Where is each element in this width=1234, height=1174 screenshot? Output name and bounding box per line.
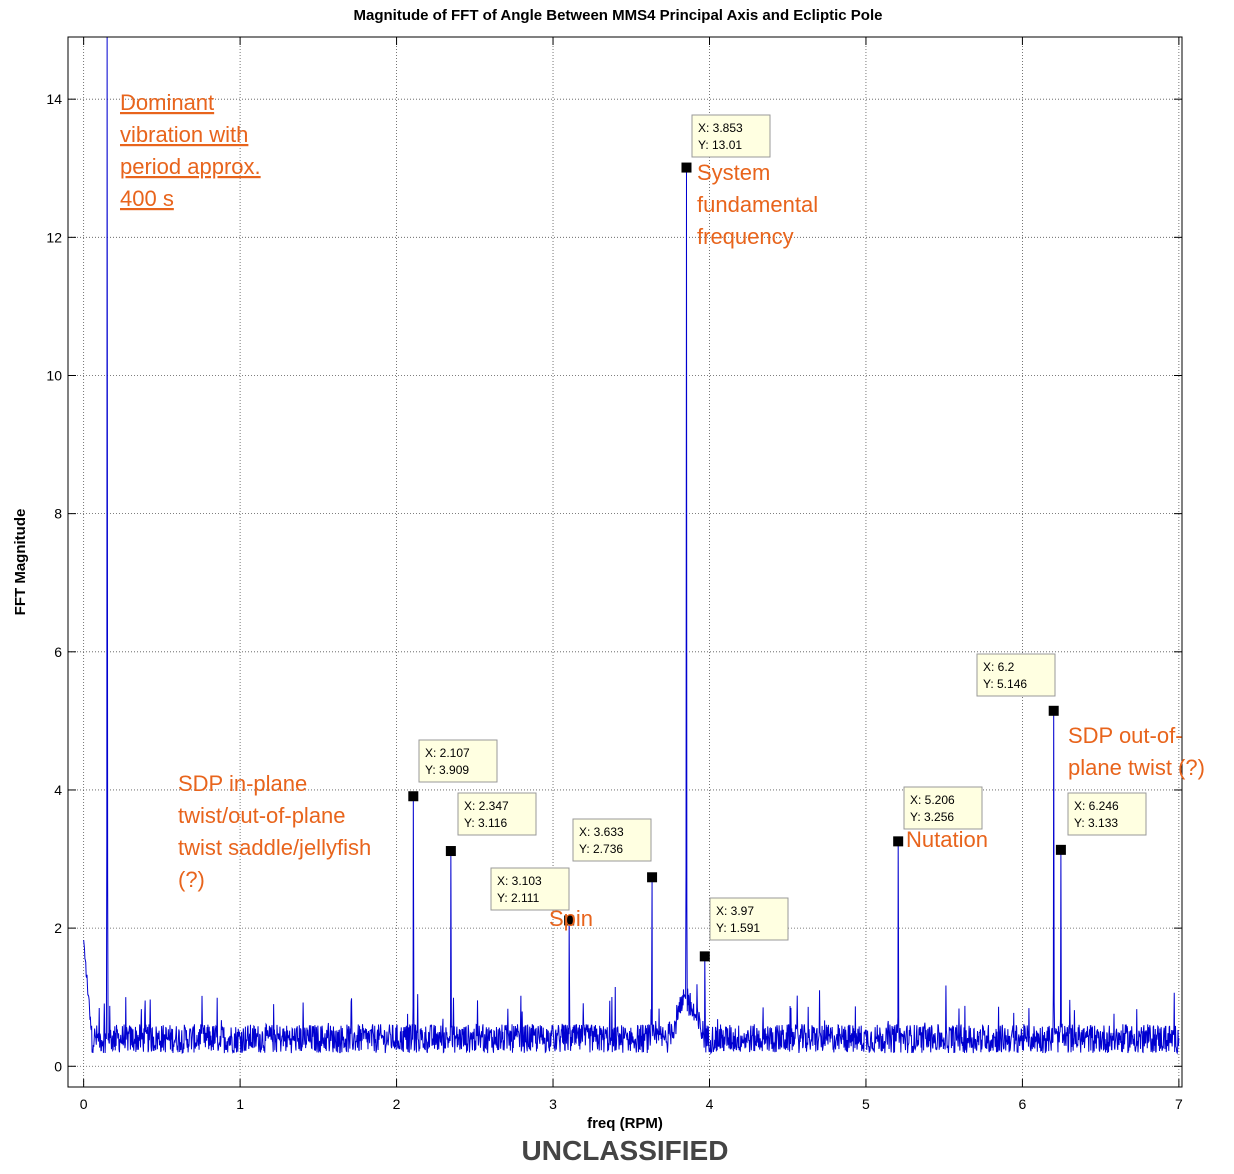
datatip-box <box>903 786 983 830</box>
annotation-line: plane twist (?) <box>1068 755 1205 780</box>
datatip: X: 6.246 Y: 3.133 <box>1055 792 1147 855</box>
datatip-box <box>691 114 771 158</box>
datatip-y: Y: 3.256 <box>910 810 954 824</box>
x-tick-label: 5 <box>862 1096 870 1112</box>
datatip-box <box>709 897 789 941</box>
datatip-x: X: 3.97 <box>716 904 754 918</box>
x-tick-label: 6 <box>1019 1096 1027 1112</box>
datatip-x: X: 3.853 <box>698 121 743 135</box>
datatip: X: 5.206 Y: 3.256 <box>893 786 983 847</box>
datatip-box <box>418 739 498 783</box>
datatip-x: X: 3.103 <box>497 874 542 888</box>
y-tick-label: 14 <box>46 91 62 107</box>
datatip-marker <box>1055 844 1066 855</box>
datatip-y: Y: 1.591 <box>716 921 760 935</box>
annotation: Nutation <box>906 827 988 852</box>
datatip-y: Y: 13.01 <box>698 138 742 152</box>
annotation-line: twist saddle/jellyfish <box>178 835 371 860</box>
tick-marks <box>68 37 1182 1087</box>
x-tick-label: 1 <box>236 1096 244 1112</box>
annotation-line: (?) <box>178 867 205 892</box>
datatip-marker <box>408 791 419 802</box>
annotation: Dominant vibration with period approx. 400 … <box>120 90 261 211</box>
annotation-line: frequency <box>697 224 794 249</box>
datatip-marker <box>681 162 692 173</box>
y-tick-label: 2 <box>54 920 62 936</box>
grid-lines <box>68 37 1182 1087</box>
annotation: System fundamental frequency <box>697 160 818 249</box>
annotation-line: SDP out-of- <box>1068 723 1183 748</box>
datatip-marker <box>893 836 904 847</box>
datatip-y: Y: 2.111 <box>497 891 540 905</box>
datatip-x: X: 5.206 <box>910 793 955 807</box>
plot-frame <box>67 36 1183 1088</box>
datatip-box <box>572 818 652 862</box>
series-group <box>83 36 1180 1055</box>
x-tick-label: 7 <box>1175 1096 1183 1112</box>
datatip-x: X: 3.633 <box>579 825 624 839</box>
datatip-marker <box>647 872 658 883</box>
y-tick-label: 12 <box>46 229 62 245</box>
annotations: Dominant vibration with period approx. 400 … <box>120 90 1205 931</box>
y-axis-label: FFT Magnitude <box>12 509 29 616</box>
datatip-y: Y: 2.736 <box>579 842 623 856</box>
annotation-line: System <box>697 160 770 185</box>
datatip-marker <box>1048 705 1059 716</box>
x-tick-label: 0 <box>80 1096 88 1112</box>
annotation-line: period approx. <box>120 154 261 179</box>
y-tick-label: 0 <box>54 1058 62 1074</box>
datatip: X: 3.97 Y: 1.591 <box>699 897 789 962</box>
datatip-y: Y: 5.146 <box>983 677 1027 691</box>
y-tick-label: 8 <box>54 506 62 522</box>
datatip-marker <box>564 915 575 926</box>
datatip-box <box>490 867 570 911</box>
datatip: X: 3.853 Y: 13.01 <box>681 114 771 173</box>
datatip-x: X: 6.246 <box>1074 799 1119 813</box>
datatip-x: X: 2.107 <box>425 746 470 760</box>
annotation: Spin <box>549 906 593 931</box>
datatip-y: Y: 3.116 <box>464 816 507 830</box>
y-tick-label: 6 <box>54 644 62 660</box>
classification-footer: UNCLASSIFIED <box>522 1135 729 1166</box>
datatip-marker <box>445 846 456 857</box>
annotation-line: Nutation <box>906 827 988 852</box>
datatip-marker <box>699 951 710 962</box>
y-tick-label: 4 <box>54 782 62 798</box>
datatip-x: X: 6.2 <box>983 660 1015 674</box>
datatip-y: Y: 3.133 <box>1074 816 1118 830</box>
datatip-x: X: 2.347 <box>464 799 509 813</box>
datatip-box <box>457 792 537 836</box>
annotation-line: vibration with <box>120 122 248 147</box>
datatip: X: 3.103 Y: 2.111 <box>490 867 575 926</box>
annotation-line: Spin <box>549 906 593 931</box>
annotation: SDP out-of-plane twist (?) <box>1068 723 1205 780</box>
x-axis-label: freq (RPM) <box>587 1115 663 1132</box>
datatip-box <box>1067 792 1147 836</box>
annotation-line: Dominant <box>120 90 214 115</box>
chart-title: Magnitude of FFT of Angle Between MMS4 P… <box>354 7 883 24</box>
datatip: X: 6.2 Y: 5.146 <box>976 653 1059 716</box>
datatip-box <box>976 653 1056 697</box>
x-tick-label: 2 <box>393 1096 401 1112</box>
datatip: X: 3.633 Y: 2.736 <box>572 818 658 883</box>
annotation-line: SDP in-plane <box>178 771 307 796</box>
annotation: SDP in-plane twist/out-of-plane twist sadd… <box>178 771 371 892</box>
annotation-line: twist/out-of-plane <box>178 803 346 828</box>
y-tick-label: 10 <box>46 367 62 383</box>
fft-series-line <box>83 36 1180 1055</box>
x-tick-label: 3 <box>549 1096 557 1112</box>
annotation-line: 400 s <box>120 186 174 211</box>
datatip-y: Y: 3.909 <box>425 763 469 777</box>
datatips: X: 2.107 Y: 3.909 X: 2.347 Y: 3.116 X: 3.103… <box>408 114 1147 962</box>
datatip: X: 2.107 Y: 3.909 <box>408 739 498 802</box>
annotation-line: fundamental <box>697 192 818 217</box>
datatip: X: 2.347 Y: 3.116 <box>445 792 537 857</box>
x-tick-label: 4 <box>706 1096 714 1112</box>
